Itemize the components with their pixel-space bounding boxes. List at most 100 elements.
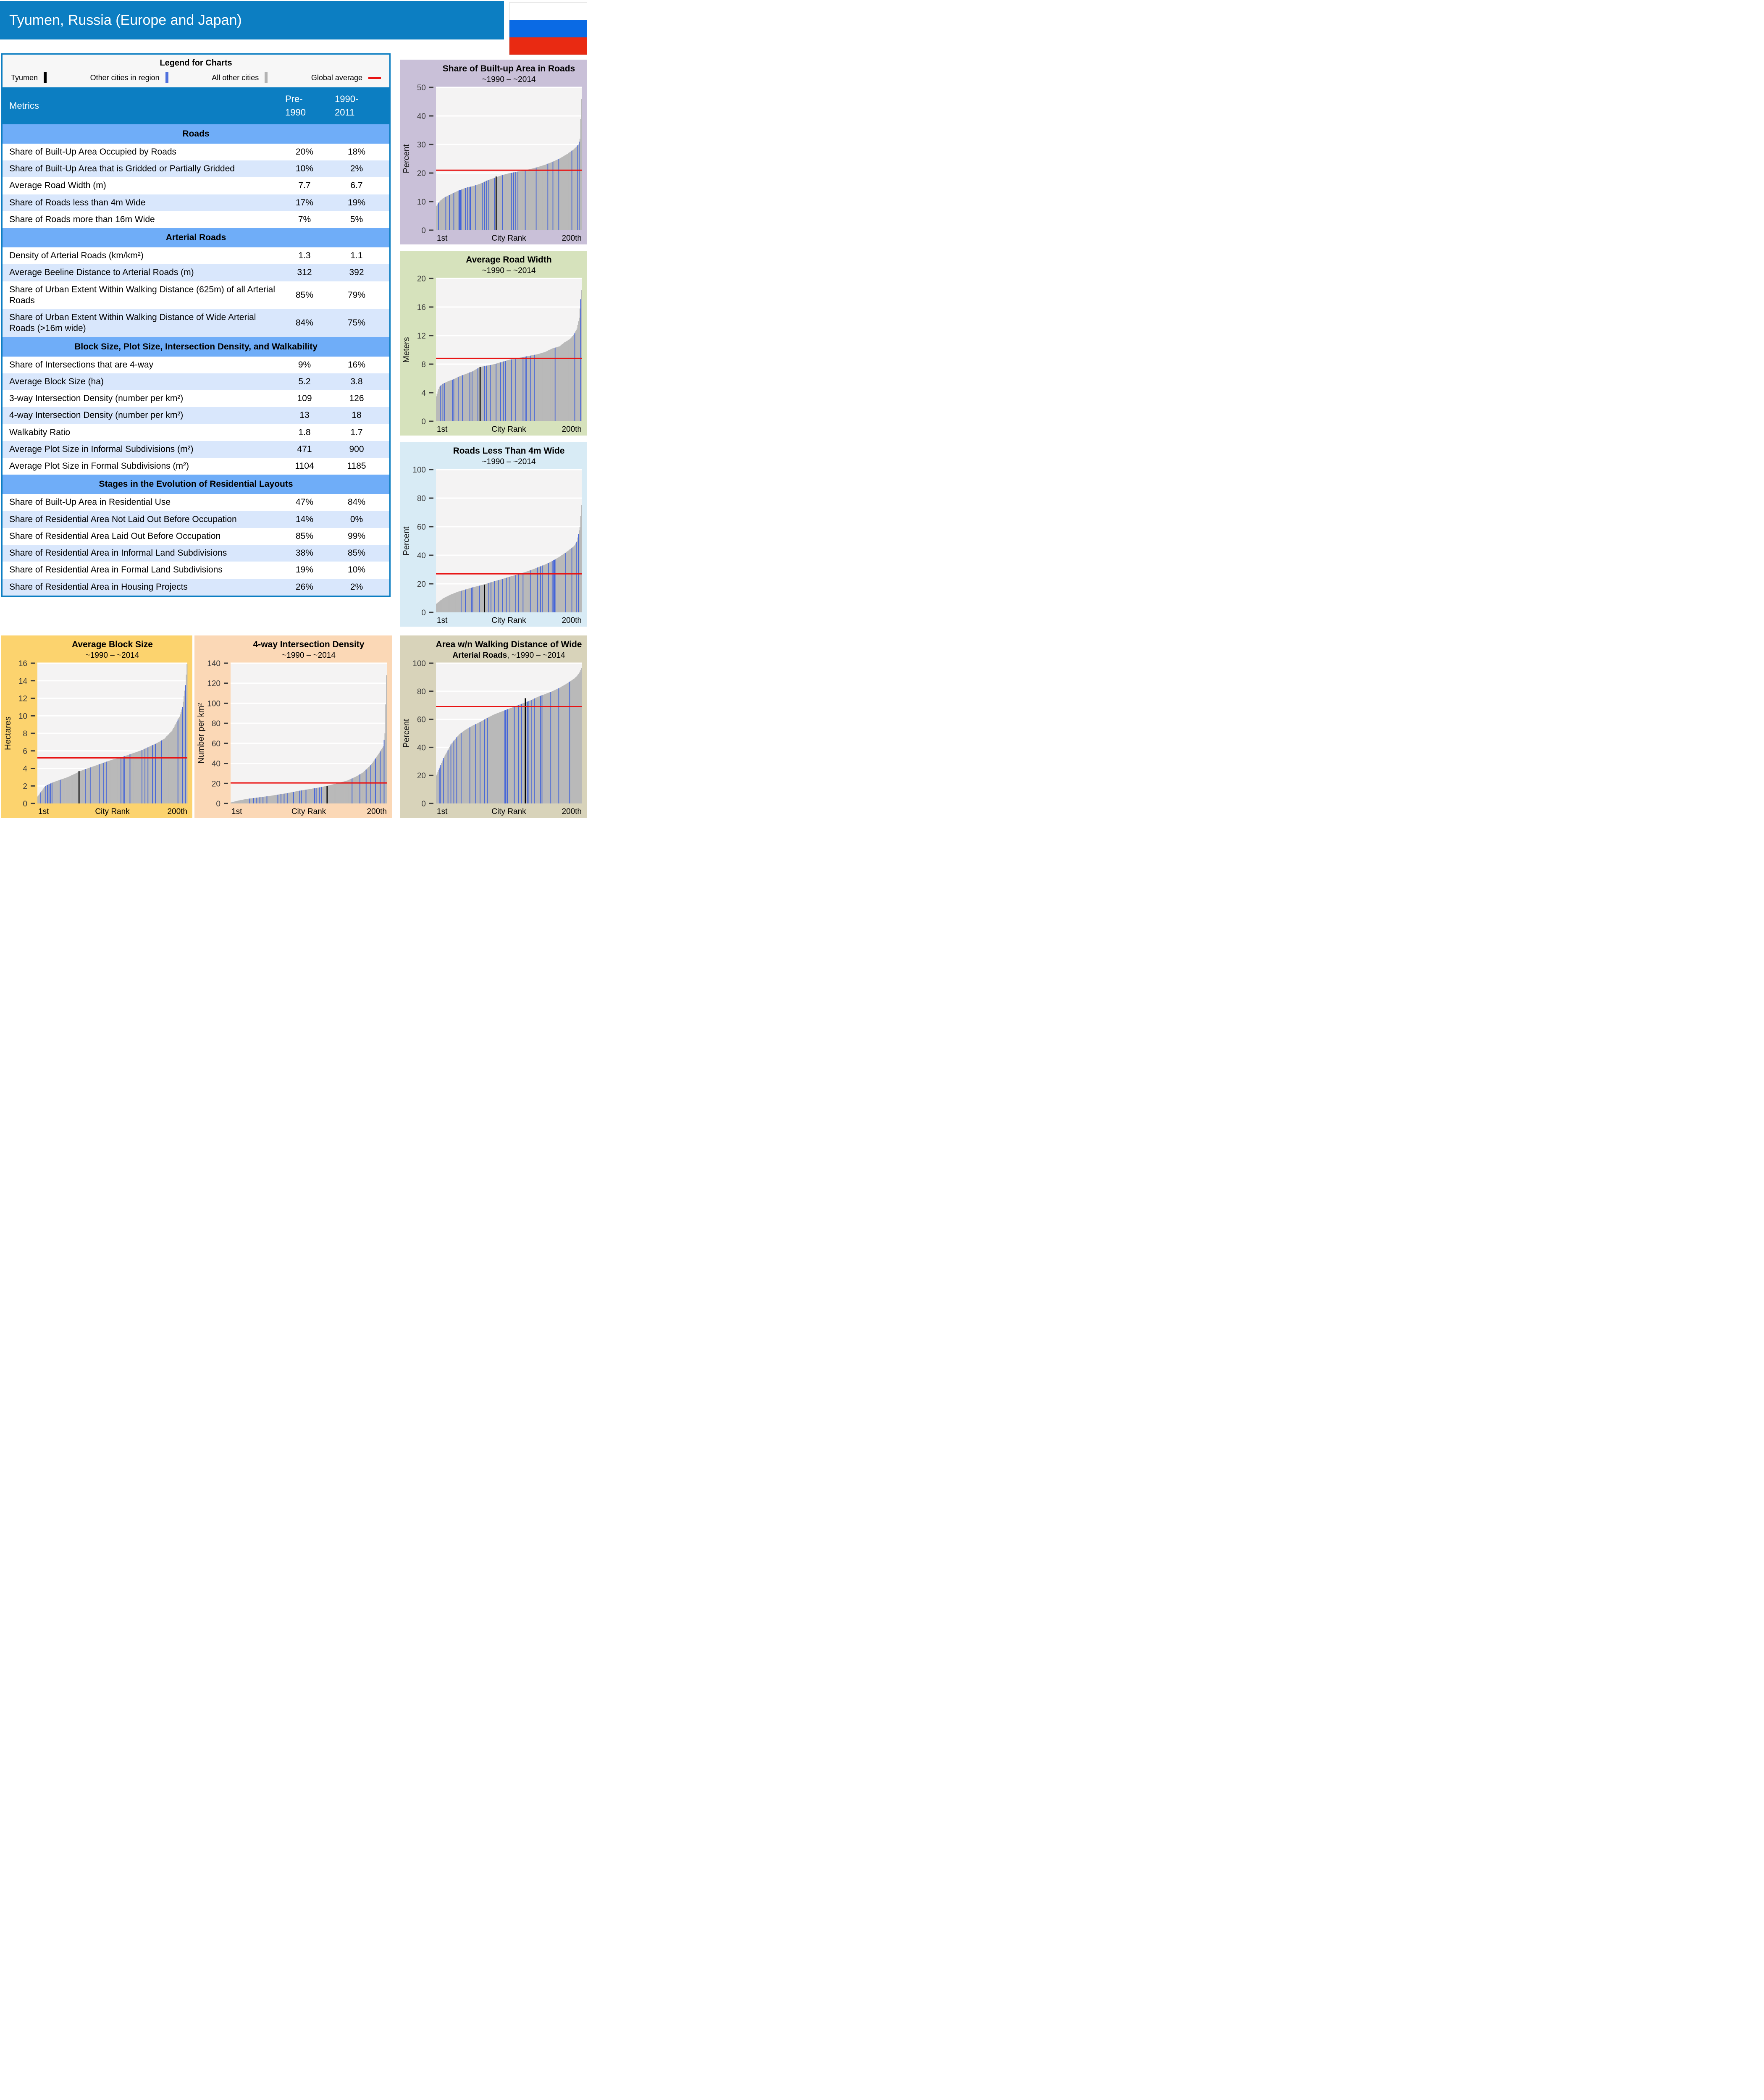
x-label-first: 1st [231, 807, 242, 816]
metric-label: Average Beeline Distance to Arterial Roa… [9, 268, 194, 278]
x-label-first: 1st [437, 616, 448, 625]
all-other-cities-swatch-icon [265, 72, 268, 83]
metric-value-1990-2011: 85% [347, 548, 366, 558]
chart-subtitle: ~1990 – ~2014 [482, 75, 536, 84]
y-tick-label: 8 [421, 360, 426, 369]
legend-item-tyumen: Tyumen [11, 72, 47, 83]
table-row: Share of Roads less than 4m Wide 17% 19% [3, 194, 389, 211]
metric-value-pre1990: 14% [295, 514, 314, 524]
metric-value-1990-2011: 18% [347, 147, 366, 157]
x-axis-title: City Rank [95, 807, 130, 816]
metric-value-pre1990: 13 [299, 410, 310, 420]
y-tick-label: 0 [23, 800, 27, 808]
metric-label: Share of Urban Extent Within Walking Dis… [9, 312, 256, 333]
metric-label: Share of Urban Extent Within Walking Dis… [9, 284, 275, 305]
metric-label: Share of Built-Up Area that is Gridded o… [9, 164, 235, 174]
chart-subtitle: ~1990 – ~2014 [482, 266, 536, 275]
tyumen-swatch-icon [44, 72, 47, 83]
metric-label: Share of Roads more than 16m Wide [9, 214, 155, 224]
y-tick-label: 2 [23, 782, 27, 791]
metric-value-1990-2011: 3.8 [350, 376, 363, 386]
chart-title: Average Road Width [466, 255, 551, 265]
y-tick-label: 20 [417, 580, 426, 589]
y-tick-label: 30 [417, 141, 426, 150]
x-label-last: 200th [562, 425, 582, 434]
section-header: Arterial Roads [3, 228, 389, 248]
flag-stripe-blue [509, 20, 587, 37]
x-label-first: 1st [437, 807, 448, 816]
metric-label: Share of Residential Area in Housing Pro… [9, 582, 188, 592]
table-header: Metrics Pre- 1990 1990- 2011 [3, 87, 389, 124]
chart-svg-roads-less-than-4m-wide: Roads Less Than 4m Wide~1990 – ~2014 0 20 4… [402, 446, 582, 625]
table-row: Average Plot Size in Formal Subdivisions… [3, 458, 389, 475]
legend-title: Legend for Charts [160, 58, 232, 68]
chart-title: 4-way Intersection Density [253, 640, 365, 649]
y-tick-label: 12 [18, 695, 27, 704]
metric-value-pre1990: 5.2 [298, 376, 311, 386]
metric-value-pre1990: 471 [297, 444, 312, 454]
metric-label: Share of Intersections that are 4-way [9, 360, 154, 370]
table-row: Average Beeline Distance to Arterial Roa… [3, 264, 389, 281]
chart-svg-average-block-size: Average Block Size ~1990 – ~2014 0 2 4 6 8 10 12… [3, 640, 188, 816]
chart-average-road-width: Average Road Width ~1990 – ~2014 0 4 8 12 16 20… [400, 251, 587, 436]
metric-value-pre1990: 17% [295, 197, 314, 207]
metric-value-pre1990: 26% [295, 582, 314, 592]
y-axis-title: Percent [402, 526, 411, 555]
table-row: Share of Intersections that are 4-way 9% 1… [3, 356, 389, 373]
metric-label: Walkabity Ratio [9, 427, 71, 437]
y-tick-label: 20 [417, 169, 426, 178]
x-label-last: 200th [367, 807, 387, 816]
chart-subtitle: ~1990 – ~2014 [482, 457, 536, 466]
y-tick-label: 80 [212, 719, 220, 728]
x-axis-title: City Rank [491, 807, 526, 816]
y-tick-label: 50 [417, 84, 426, 92]
y-tick-label: 16 [18, 659, 27, 668]
section-header: Stages in the Evolution of Residential L… [3, 475, 389, 494]
metric-label: 4-way Intersection Density (number per k… [9, 410, 184, 420]
legend-label: Other cities in region [90, 73, 160, 82]
metric-value-1990-2011: 126 [349, 394, 364, 404]
metric-label: 3-way Intersection Density (number per k… [9, 394, 184, 404]
flag-stripe-white [509, 3, 587, 20]
table-row: Density of Arterial Roads (km/km²) 1.3 1.1 [3, 247, 389, 265]
x-label-first: 1st [437, 425, 448, 434]
table-row: Share of Residential Area Laid Out Befor… [3, 528, 389, 545]
chart-legend: Legend for Charts Tyumen Other cities in … [3, 55, 389, 87]
y-axis-title: Number per km² [197, 703, 206, 764]
y-tick-label: 20 [212, 780, 220, 788]
chart-title: Share of Built-up Area in Roads [443, 64, 575, 74]
y-tick-label: 0 [421, 417, 426, 426]
table-row: 4-way Intersection Density (number per k… [3, 407, 389, 424]
chart-subtitle: Arterial Roads, ~1990 – ~2014 [452, 651, 565, 660]
y-axis-title: Percent [402, 144, 411, 173]
metric-value-pre1990: 10% [295, 164, 314, 174]
metric-label: Average Block Size (ha) [9, 376, 104, 386]
metric-value-pre1990: 7.7 [298, 181, 311, 191]
y-tick-label: 40 [417, 551, 426, 560]
y-tick-label: 12 [417, 332, 426, 341]
chart-4-way-intersection-density: 4-way Intersection Density ~1990 – ~2014 0… [194, 635, 392, 818]
metric-value-1990-2011: 75% [347, 318, 366, 328]
chart-svg-share-built-up-area-in-roads: Share of Built-up Area in Roads~1990 – ~… [402, 64, 582, 243]
x-axis-title: City Rank [491, 616, 526, 625]
metric-value-1990-2011: 1.1 [350, 251, 363, 261]
metric-label: Average Plot Size in Formal Subdivisions… [9, 461, 189, 471]
chart-subtitle: ~1990 – ~2014 [86, 651, 139, 660]
y-tick-label: 10 [417, 198, 426, 207]
legend-label: Tyumen [11, 73, 38, 82]
y-tick-label: 0 [421, 800, 426, 808]
header-bar: Tyumen, Russia (Europe and Japan) [0, 1, 504, 39]
metric-value-pre1990: 312 [297, 268, 312, 278]
chart-title: Roads Less Than 4m Wide [453, 446, 565, 456]
metric-value-pre1990: 47% [295, 497, 314, 507]
metric-value-1990-2011: 1185 [347, 461, 366, 471]
x-label-last: 200th [562, 234, 582, 243]
table-row: Average Block Size (ha) 5.2 3.8 [3, 373, 389, 391]
table-header-pre1990: Pre- 1990 [285, 94, 306, 118]
metric-value-1990-2011: 900 [349, 444, 364, 454]
table-row: Share of Residential Area in Housing Pro… [3, 578, 389, 596]
metric-value-pre1990: 38% [295, 548, 314, 558]
table-row: Share of Urban Extent Within Walking Dis… [3, 309, 389, 337]
y-tick-label: 100 [207, 699, 220, 708]
y-tick-label: 120 [207, 680, 220, 688]
